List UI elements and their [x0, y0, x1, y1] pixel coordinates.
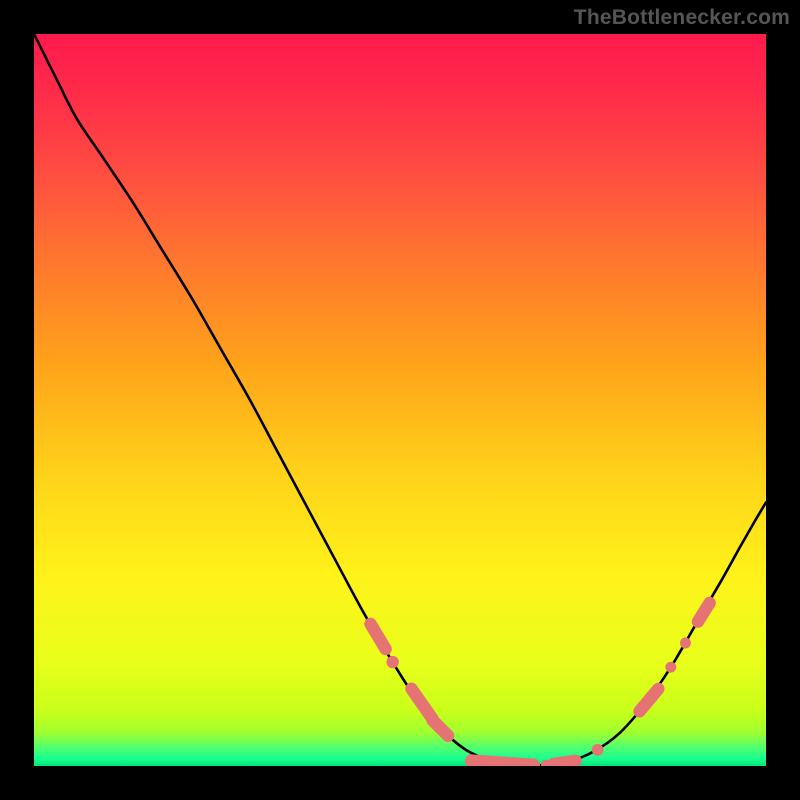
- curve-marker: [680, 638, 691, 649]
- curve-marker: [386, 656, 398, 668]
- chart-stage: TheBottlenecker.com: [0, 0, 800, 800]
- bottleneck-curve-plot: [34, 34, 766, 766]
- watermark-text: TheBottlenecker.com: [574, 6, 790, 30]
- plot-background: [34, 34, 766, 766]
- curve-marker: [554, 761, 576, 764]
- curve-marker: [665, 662, 676, 673]
- curve-marker: [592, 744, 604, 756]
- curve-marker: [471, 761, 533, 765]
